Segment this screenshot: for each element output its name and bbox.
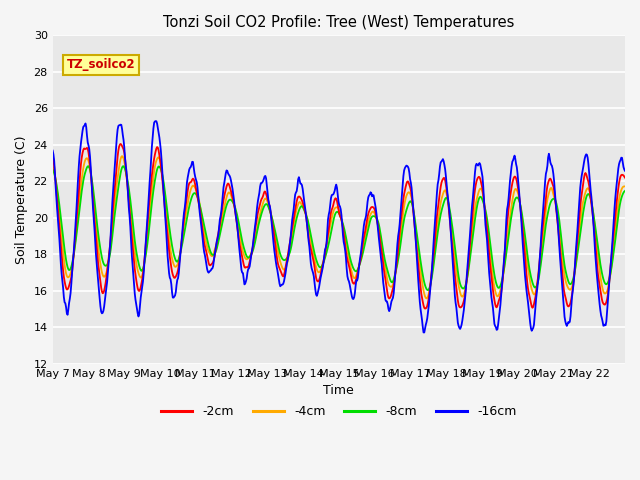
-4cm <box>431 238 439 243</box>
-16cm <box>49 148 56 154</box>
-8cm <box>621 188 629 194</box>
-8cm <box>399 226 406 231</box>
-4cm <box>250 240 258 246</box>
-8cm <box>250 243 258 249</box>
Legend: -2cm, -4cm, -8cm, -16cm: -2cm, -4cm, -8cm, -16cm <box>156 400 522 423</box>
-16cm <box>399 182 406 188</box>
-4cm <box>272 238 280 244</box>
Line: -4cm: -4cm <box>52 156 625 299</box>
Y-axis label: Soil Temperature (C): Soil Temperature (C) <box>15 135 28 264</box>
-2cm <box>399 202 406 208</box>
Line: -2cm: -2cm <box>52 144 625 309</box>
-16cm <box>152 118 159 124</box>
-8cm <box>49 167 56 173</box>
-16cm <box>621 168 629 174</box>
-4cm <box>116 160 124 166</box>
Title: Tonzi Soil CO2 Profile: Tree (West) Temperatures: Tonzi Soil CO2 Profile: Tree (West) Temp… <box>163 15 515 30</box>
-8cm <box>272 231 280 237</box>
X-axis label: Time: Time <box>323 384 354 397</box>
Line: -8cm: -8cm <box>52 166 625 290</box>
-16cm <box>431 212 439 217</box>
-2cm <box>116 141 124 147</box>
-16cm <box>116 122 124 128</box>
-8cm <box>424 287 432 293</box>
-4cm <box>49 164 56 169</box>
Text: TZ_soilco2: TZ_soilco2 <box>67 59 136 72</box>
-8cm <box>84 163 92 169</box>
-16cm <box>222 170 230 176</box>
-2cm <box>49 152 56 158</box>
-4cm <box>222 197 230 203</box>
-2cm <box>621 175 629 180</box>
-2cm <box>272 246 280 252</box>
-4cm <box>621 183 629 189</box>
-4cm <box>118 153 126 159</box>
-16cm <box>420 330 428 336</box>
-4cm <box>399 215 406 220</box>
-8cm <box>222 205 230 211</box>
-2cm <box>431 230 439 236</box>
-2cm <box>421 306 429 312</box>
-16cm <box>272 258 280 264</box>
-4cm <box>422 296 430 301</box>
-8cm <box>431 247 439 253</box>
-2cm <box>250 234 258 240</box>
-2cm <box>222 186 230 192</box>
-16cm <box>250 230 258 236</box>
-2cm <box>116 142 124 147</box>
-8cm <box>116 170 124 176</box>
Line: -16cm: -16cm <box>52 121 625 333</box>
